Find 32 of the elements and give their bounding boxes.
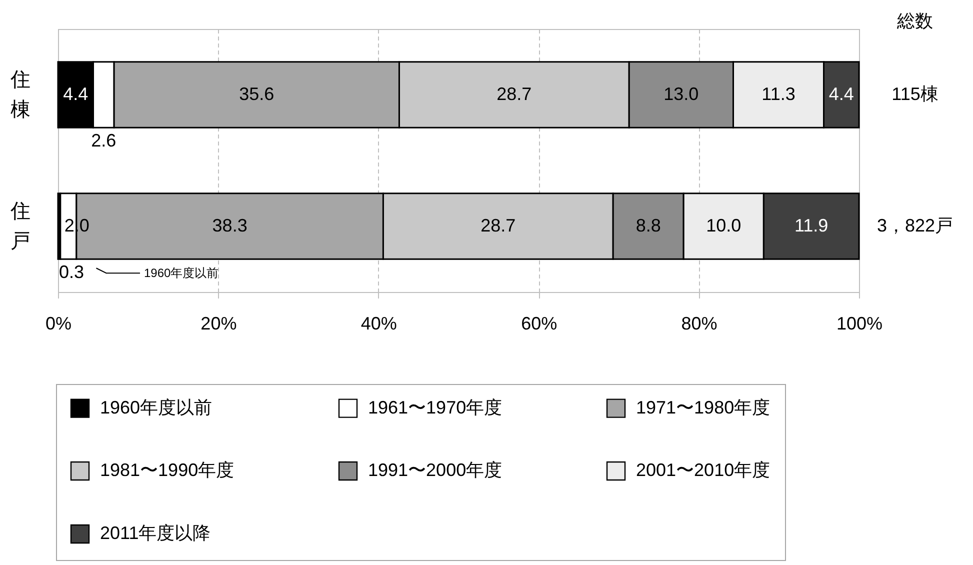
x-tick-label: 20% [200, 314, 237, 334]
data-label: 28.7 [496, 84, 532, 104]
data-label: 13.0 [664, 84, 699, 104]
text: 3，822戸 [876, 215, 954, 236]
data-label: 11.3 [762, 84, 796, 104]
text: 総数 [896, 11, 933, 31]
x-tick-label: 60% [521, 314, 558, 334]
text: 1960年度以前 [100, 397, 212, 418]
legend-label: 1991〜2000年度 [368, 460, 502, 480]
legend-label: 1971〜1980年度 [636, 397, 770, 418]
legend-label: 1960年度以前 [144, 266, 219, 280]
data-label: 8.8 [636, 215, 661, 236]
x-tick-label: 40% [360, 314, 397, 334]
data-label: 0.3 [59, 262, 84, 282]
legend-label: 2001〜2010年度 [636, 460, 770, 480]
text: 115棟 [892, 84, 938, 104]
x-tick-label: 0% [45, 314, 72, 334]
legend-label: 1961〜1970年度 [368, 397, 502, 418]
legend-label: 1981〜1990年度 [100, 460, 234, 480]
data-label: 28.7 [480, 215, 516, 236]
x-tick-label: 80% [681, 314, 718, 334]
data-label: 11.9 [794, 215, 828, 236]
y-tick-label: 住戸 [10, 200, 30, 252]
y-tick-label: 住棟 [10, 68, 30, 121]
legend-label: 2011年度以降 [100, 523, 211, 543]
data-label: 35.6 [239, 84, 274, 104]
data-label: 2.6 [91, 130, 116, 151]
data-label: 38.3 [212, 215, 248, 236]
data-label: 10.0 [706, 215, 742, 236]
x-tick-label: 100% [836, 314, 883, 334]
data-label: 4.4 [63, 84, 88, 104]
data-label: 4.4 [828, 84, 854, 104]
